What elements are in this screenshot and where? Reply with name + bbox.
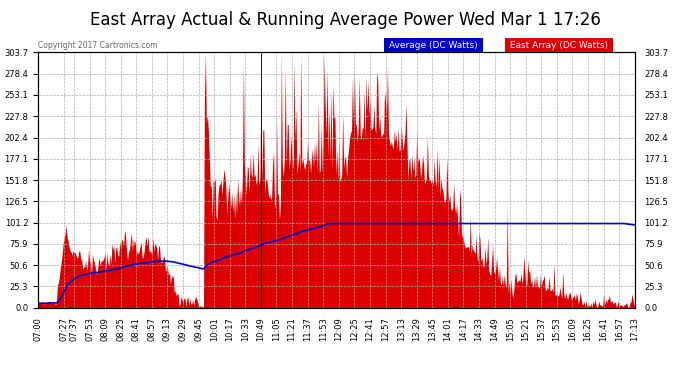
Text: East Array (DC Watts): East Array (DC Watts) — [507, 40, 611, 50]
Text: Average (DC Watts): Average (DC Watts) — [386, 40, 481, 50]
Text: East Array Actual & Running Average Power Wed Mar 1 17:26: East Array Actual & Running Average Powe… — [90, 11, 600, 29]
Text: Copyright 2017 Cartronics.com: Copyright 2017 Cartronics.com — [38, 40, 157, 50]
